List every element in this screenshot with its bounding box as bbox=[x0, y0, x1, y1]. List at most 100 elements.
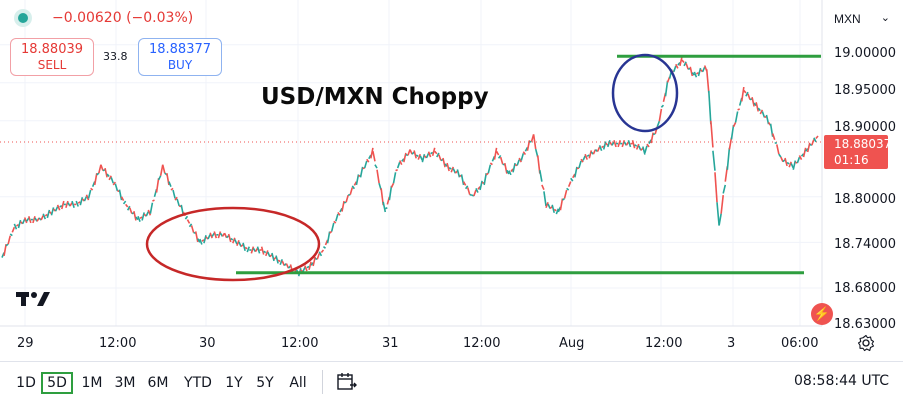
period-button-ytd[interactable]: YTD bbox=[184, 375, 212, 391]
price-segment bbox=[532, 134, 537, 150]
price-segment bbox=[497, 154, 502, 159]
price-segment bbox=[114, 183, 119, 192]
price-segment bbox=[811, 139, 815, 146]
price-segment bbox=[448, 166, 452, 170]
price-segment bbox=[32, 216, 36, 224]
period-button-1m[interactable]: 1M bbox=[81, 375, 103, 391]
price-segment bbox=[417, 153, 422, 160]
period-button-1y[interactable]: 1Y bbox=[225, 375, 243, 391]
price-segment bbox=[646, 143, 650, 148]
price-segment bbox=[730, 124, 735, 140]
price-segment bbox=[815, 135, 819, 140]
symbol-status-bar: −0.00620 (−0.03%) bbox=[14, 6, 193, 30]
price-segment bbox=[539, 170, 543, 182]
price-segment bbox=[287, 265, 292, 269]
buy-button[interactable]: 18.88377 BUY bbox=[138, 38, 222, 76]
price-segment bbox=[753, 102, 757, 107]
price-segment bbox=[69, 202, 73, 207]
price-segment bbox=[681, 59, 685, 64]
price-segment bbox=[747, 93, 751, 100]
price-segment bbox=[279, 259, 283, 266]
time-axis-label: 12:00 bbox=[99, 336, 137, 351]
time-axis-label: 06:00 bbox=[781, 336, 819, 351]
period-button-3m[interactable]: 3M bbox=[114, 375, 136, 391]
price-segment bbox=[796, 156, 801, 164]
price-segment bbox=[11, 226, 16, 233]
price-segment bbox=[190, 225, 195, 233]
price-segment bbox=[265, 250, 269, 257]
price-segment bbox=[411, 151, 415, 155]
price-segment bbox=[784, 157, 788, 167]
price-segment bbox=[330, 222, 335, 232]
period-button-5d[interactable]: 5D bbox=[41, 372, 73, 394]
price-segment bbox=[596, 146, 601, 152]
price-segment bbox=[320, 249, 325, 254]
price-segment bbox=[431, 147, 436, 157]
price-segment bbox=[147, 209, 152, 216]
price-segment bbox=[677, 62, 681, 66]
price-segment bbox=[611, 141, 615, 146]
price-segment bbox=[199, 238, 203, 245]
period-button-1d[interactable]: 1D bbox=[16, 375, 36, 391]
price-segment bbox=[242, 242, 246, 252]
price-segment bbox=[108, 175, 112, 181]
price-segment bbox=[634, 144, 638, 147]
price-segment bbox=[333, 220, 337, 224]
period-button-5y[interactable]: 5Y bbox=[256, 375, 274, 391]
price-segment bbox=[16, 223, 19, 227]
time-axis-label: Aug bbox=[559, 336, 585, 351]
price-segment bbox=[561, 197, 566, 201]
last-price-tag: 18.88037 01:16 bbox=[824, 135, 891, 169]
price-segment bbox=[483, 173, 488, 186]
price-segment bbox=[372, 151, 376, 162]
tradingview-logo-icon[interactable] bbox=[16, 290, 50, 308]
calendar-range-icon[interactable] bbox=[336, 371, 358, 393]
price-segment bbox=[696, 71, 699, 75]
price-segment bbox=[75, 200, 79, 207]
gear-icon[interactable] bbox=[857, 334, 875, 352]
price-segment bbox=[384, 207, 388, 210]
price-segment bbox=[477, 186, 481, 190]
price-segment bbox=[545, 202, 549, 209]
price-segment bbox=[351, 185, 356, 190]
price-segment bbox=[683, 61, 687, 67]
price-axis-label: 19.00000 bbox=[834, 46, 897, 61]
period-button-6m[interactable]: 6M bbox=[147, 375, 169, 391]
price-segment bbox=[137, 215, 141, 222]
price-segment bbox=[419, 155, 424, 161]
price-segment bbox=[570, 177, 574, 182]
price-segment bbox=[335, 213, 339, 222]
time-axis-label: 31 bbox=[382, 336, 399, 351]
price-segment bbox=[390, 182, 395, 188]
price-segment bbox=[133, 211, 137, 221]
time-axis-label: 3 bbox=[727, 336, 736, 351]
price-segment bbox=[370, 147, 374, 159]
price-segment bbox=[392, 172, 397, 184]
price-segment bbox=[194, 231, 199, 243]
period-button-all[interactable]: All bbox=[289, 375, 307, 391]
price-segment bbox=[110, 177, 115, 184]
price-segment bbox=[580, 158, 584, 163]
chevron-down-icon: ⌄ bbox=[880, 12, 890, 24]
price-segment bbox=[396, 161, 401, 169]
price-segment bbox=[712, 150, 716, 171]
price-segment bbox=[363, 160, 368, 169]
price-segment bbox=[466, 187, 471, 195]
price-segment bbox=[48, 211, 53, 215]
price-segment bbox=[510, 168, 514, 172]
price-segment bbox=[605, 142, 609, 146]
sell-button[interactable]: 18.88039 SELL bbox=[10, 38, 94, 76]
price-segment bbox=[434, 150, 438, 155]
lightning-icon[interactable]: ⚡ bbox=[811, 303, 833, 325]
price-segment bbox=[269, 254, 273, 258]
price-segment bbox=[170, 187, 174, 191]
price-segment bbox=[454, 170, 458, 174]
time-axis-label: 12:00 bbox=[281, 336, 319, 351]
price-segment bbox=[256, 246, 261, 254]
price-segment bbox=[263, 250, 267, 254]
price-segment bbox=[728, 137, 733, 150]
utc-clock[interactable]: 08:58:44 UTC bbox=[794, 373, 890, 389]
currency-dropdown[interactable]: MXN ⌄ bbox=[826, 4, 898, 34]
price-segment bbox=[693, 71, 698, 78]
